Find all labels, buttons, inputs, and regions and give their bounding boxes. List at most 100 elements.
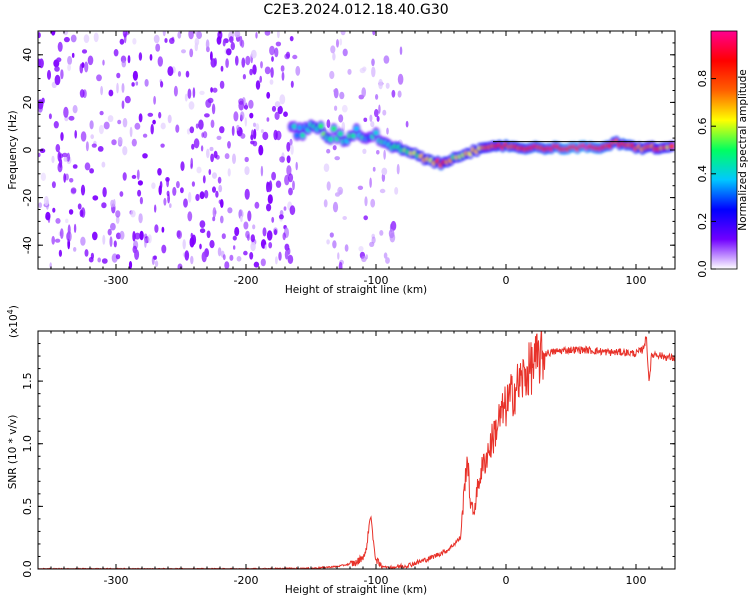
noise-speckle [113,240,117,248]
figure-title: C2E3.2024.012.18.40.G30 [263,2,448,18]
noise-speckle [47,214,51,224]
noise-speckle [88,256,94,263]
noise-speckle [137,189,142,197]
noise-speckle [131,138,137,147]
noise-speckle [92,231,98,241]
noise-speckle [250,49,257,59]
noise-speckle [102,234,106,245]
noise-speckle [77,203,82,210]
noise-speckle [212,186,216,193]
track-core [373,130,379,136]
noise-speckle [167,66,174,77]
noise-speckle [137,180,143,186]
noise-speckle [236,124,240,131]
noise-speckle [99,110,104,116]
noise-speckle [240,133,246,139]
noise-speckle [108,89,114,97]
noise-speckle [323,163,330,172]
noise-speckle [224,261,230,269]
y-tick-label: -20 [21,189,34,207]
colorbar-tick-label: 0.6 [696,117,709,135]
noise-speckle [362,66,367,72]
noise-speckle [224,153,230,160]
noise-speckle [253,128,257,140]
noise-speckle [370,198,376,208]
noise-speckle [176,230,181,238]
noise-speckle [372,166,376,172]
noise-speckle [72,105,78,114]
noise-speckle [74,130,77,139]
noise-speckle [326,181,331,191]
noise-speckle [330,45,336,54]
spectrogram-x-ticks: -300 -200 -100 0 100 [50,31,676,287]
noise-speckle [371,58,375,67]
noise-speckle [186,128,191,135]
snr-series-line [38,331,675,569]
noise-speckle [185,70,190,78]
noise-speckle [191,181,195,187]
noise-speckle [255,32,258,39]
noise-speckle [376,150,380,155]
noise-speckle [260,61,263,69]
noise-speckle [63,36,70,43]
snr-scale-exponent: 4 [6,309,15,314]
spectrogram-y-ticks: -40 -20 0 20 40 [21,30,675,270]
noise-speckle [232,153,236,165]
noise-speckle [378,104,381,114]
noise-speckle [239,35,243,47]
noise-speckle [80,131,87,142]
noise-speckle [391,89,396,98]
spectrogram-x-label: Height of straight line (km) [285,284,427,296]
y-tick-label: 1.0 [21,435,34,453]
noise-speckle [119,38,125,45]
noise-speckle [116,72,121,79]
noise-speckle [326,119,331,128]
noise-speckle [116,82,119,94]
noise-speckle [196,166,202,174]
noise-speckle [191,234,197,246]
noise-speckle [209,146,214,152]
noise-speckle [342,216,348,220]
noise-speckle [182,239,186,250]
noise-speckle [326,239,330,245]
x-tick-label: -300 [104,574,129,587]
noise-speckle [102,59,105,66]
noise-speckle [130,210,136,218]
noise-speckle [266,184,272,193]
noise-speckle [254,201,260,209]
noise-speckle [158,185,162,196]
noise-speckle [271,171,276,181]
noise-speckle [269,79,274,85]
noise-speckle [258,144,264,156]
noise-speckle [277,31,280,39]
noise-speckle [227,207,233,214]
track-core [318,123,324,129]
noise-speckle [269,45,275,56]
track-core [669,143,675,149]
noise-speckle [260,258,266,267]
noise-speckle [190,157,193,169]
noise-speckle [252,224,256,230]
x-tick-label: 0 [503,274,510,287]
noise-speckle [187,88,192,99]
noise-speckle [240,215,243,222]
noise-speckle [242,74,246,80]
noise-speckle [372,31,376,36]
noise-speckle [60,228,64,240]
noise-speckle [289,138,293,146]
noise-speckle [385,82,390,89]
noise-speckle [362,148,367,154]
noise-speckle [219,80,225,89]
noise-speckle [245,230,250,239]
noise-speckle [209,240,215,249]
noise-speckle [210,153,215,163]
noise-speckle [371,236,376,244]
noise-speckle [200,145,204,152]
noise-speckle [139,196,143,205]
noise-speckle [292,180,295,191]
x-tick-label: -100 [364,574,389,587]
x-tick-label: -200 [234,274,259,287]
noise-speckle [234,31,241,38]
noise-speckle [279,94,286,105]
noise-speckle [127,55,131,64]
